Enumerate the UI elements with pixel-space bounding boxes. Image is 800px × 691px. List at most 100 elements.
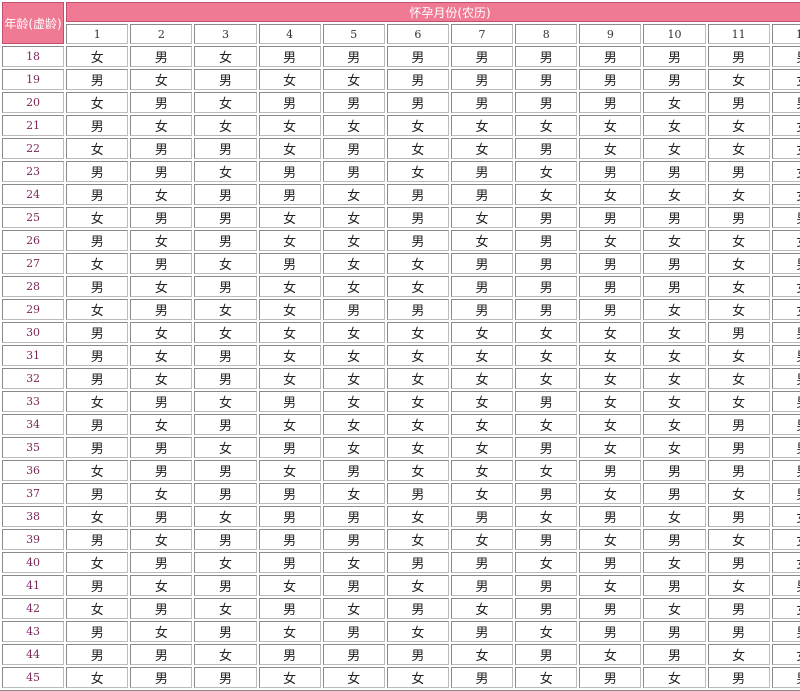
gender-cell: 女 xyxy=(515,460,578,481)
gender-cell: 男 xyxy=(450,299,514,320)
gender-cell: 女 xyxy=(322,230,385,251)
gender-cell: 女 xyxy=(579,575,642,596)
gender-cell: 女 xyxy=(386,667,449,688)
gender-cell: 男 xyxy=(771,391,800,412)
gender-cell: 女 xyxy=(515,552,578,573)
gender-cell: 男 xyxy=(130,138,193,159)
gender-cell: 男 xyxy=(322,92,385,113)
gender-cell: 女 xyxy=(322,115,385,136)
gender-cell: 女 xyxy=(450,437,514,458)
age-cell: 42 xyxy=(2,598,65,619)
gender-cell: 男 xyxy=(450,667,514,688)
gender-cell: 女 xyxy=(707,391,770,412)
gender-cell: 女 xyxy=(386,621,449,642)
gender-cell: 男 xyxy=(66,414,129,435)
age-cell: 26 xyxy=(2,230,65,251)
gender-cell: 女 xyxy=(771,161,800,182)
gender-cell: 女 xyxy=(707,276,770,297)
gender-cell: 女 xyxy=(386,322,449,343)
gender-cell: 女 xyxy=(643,598,706,619)
gender-cell: 男 xyxy=(130,460,193,481)
gender-cell: 女 xyxy=(450,644,514,665)
gender-cell: 男 xyxy=(194,414,257,435)
gender-cell: 男 xyxy=(130,46,193,67)
gender-cell: 男 xyxy=(579,253,642,274)
age-cell: 36 xyxy=(2,460,65,481)
age-cell: 37 xyxy=(2,483,65,504)
gender-cell: 女 xyxy=(322,69,385,90)
table-row: 37男女男男女男女男女男女男 xyxy=(2,483,800,504)
gender-cell: 女 xyxy=(386,414,449,435)
gender-cell: 女 xyxy=(515,115,578,136)
age-cell: 31 xyxy=(2,345,65,366)
gender-cell: 男 xyxy=(707,207,770,228)
gender-cell: 男 xyxy=(579,207,642,228)
gender-cell: 男 xyxy=(643,644,706,665)
gender-cell: 男 xyxy=(386,230,449,251)
gender-cell: 男 xyxy=(66,621,129,642)
gender-cell: 男 xyxy=(643,253,706,274)
gender-cell: 女 xyxy=(707,138,770,159)
gender-cell: 男 xyxy=(66,437,129,458)
month-header-1: 1 xyxy=(66,24,129,44)
gender-cell: 男 xyxy=(258,437,321,458)
gender-cell: 女 xyxy=(707,115,770,136)
gender-cell: 男 xyxy=(771,575,800,596)
gender-cell: 男 xyxy=(194,575,257,596)
gender-cell: 男 xyxy=(450,184,514,205)
gender-cell: 女 xyxy=(66,253,129,274)
gender-cell: 男 xyxy=(322,575,385,596)
gender-cell: 男 xyxy=(194,276,257,297)
gender-cell: 男 xyxy=(386,644,449,665)
gender-cell: 男 xyxy=(771,437,800,458)
gender-cell: 男 xyxy=(707,667,770,688)
gender-cell: 男 xyxy=(707,621,770,642)
gender-cell: 女 xyxy=(322,322,385,343)
gender-cell: 女 xyxy=(579,184,642,205)
gender-cell: 男 xyxy=(643,207,706,228)
gender-cell: 女 xyxy=(322,414,385,435)
gender-cell: 女 xyxy=(386,506,449,527)
gender-cell: 男 xyxy=(386,207,449,228)
gender-cell: 女 xyxy=(386,575,449,596)
gender-cell: 女 xyxy=(707,644,770,665)
table-row: 43男女男女男女男女男男男男 xyxy=(2,621,800,642)
gender-cell: 男 xyxy=(130,391,193,412)
gender-cell: 女 xyxy=(130,368,193,389)
gender-cell: 男 xyxy=(643,276,706,297)
table-row: 42女男女男女男女男男女男女 xyxy=(2,598,800,619)
gender-cell: 男 xyxy=(515,575,578,596)
gender-cell: 男 xyxy=(515,69,578,90)
month-header-9: 9 xyxy=(579,24,642,44)
gender-cell: 女 xyxy=(579,391,642,412)
age-cell: 29 xyxy=(2,299,65,320)
gender-cell: 女 xyxy=(130,230,193,251)
gender-cell: 男 xyxy=(322,299,385,320)
gender-cell: 女 xyxy=(450,115,514,136)
gender-cell: 男 xyxy=(643,621,706,642)
age-cell: 43 xyxy=(2,621,65,642)
gender-cell: 男 xyxy=(771,368,800,389)
gender-cell: 女 xyxy=(771,184,800,205)
gender-cell: 男 xyxy=(130,644,193,665)
gender-cell: 女 xyxy=(579,368,642,389)
gender-cell: 男 xyxy=(771,253,800,274)
gender-cell: 男 xyxy=(194,621,257,642)
gender-cell: 男 xyxy=(130,161,193,182)
gender-cell: 女 xyxy=(66,46,129,67)
gender-cell: 女 xyxy=(579,437,642,458)
table-row: 39男女男男男女女男女男女女 xyxy=(2,529,800,550)
gender-cell: 女 xyxy=(258,345,321,366)
gender-cell: 男 xyxy=(130,437,193,458)
gender-cell: 女 xyxy=(66,207,129,228)
gender-cell: 男 xyxy=(194,69,257,90)
gender-cell: 女 xyxy=(322,483,385,504)
gender-cell: 女 xyxy=(194,253,257,274)
age-cell: 34 xyxy=(2,414,65,435)
gender-cell: 女 xyxy=(707,575,770,596)
gender-cell: 男 xyxy=(66,483,129,504)
gender-cell: 女 xyxy=(258,69,321,90)
gender-cell: 男 xyxy=(66,230,129,251)
gender-cell: 女 xyxy=(771,115,800,136)
